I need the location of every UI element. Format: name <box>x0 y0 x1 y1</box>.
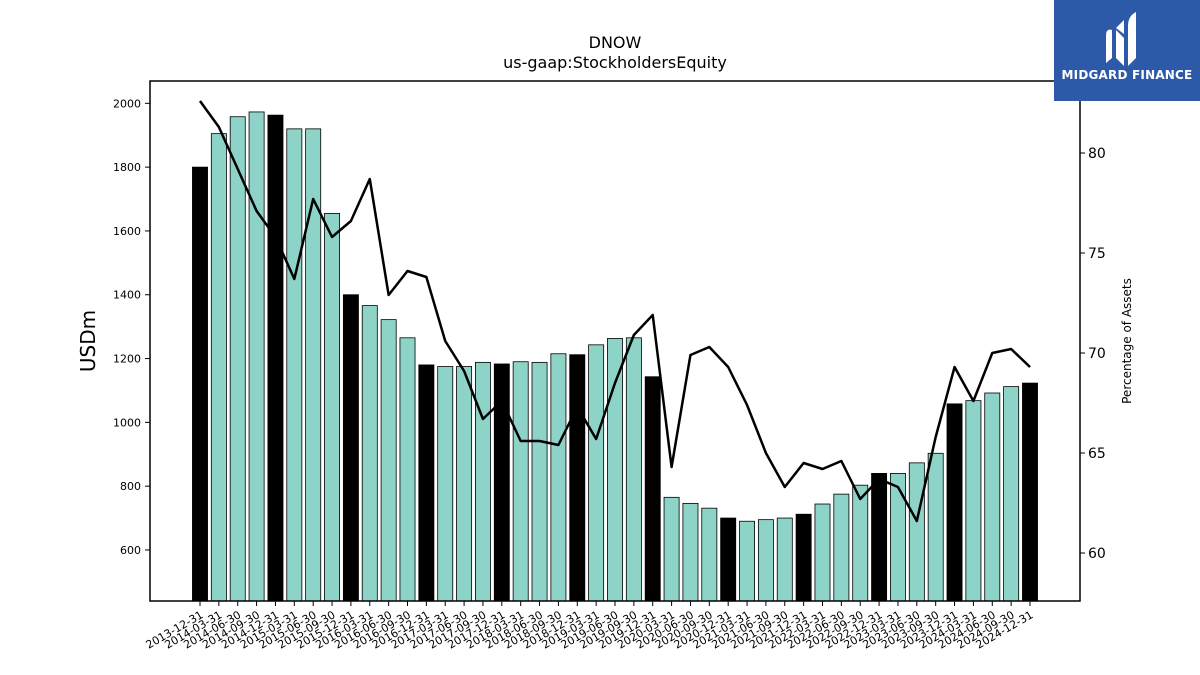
bar <box>833 493 850 602</box>
bar <box>418 364 435 602</box>
bar <box>795 513 812 602</box>
plot-frame <box>149 80 1081 602</box>
bar <box>286 128 303 602</box>
bar <box>569 354 586 602</box>
bar <box>644 376 661 602</box>
bar <box>814 503 831 602</box>
bar <box>663 496 680 602</box>
bar <box>437 366 454 602</box>
bar <box>946 403 963 602</box>
bar <box>701 507 718 602</box>
bar <box>493 363 510 602</box>
bar <box>682 502 699 602</box>
line-layer <box>198 100 1031 523</box>
y2-tick-label: 80 <box>1088 146 1106 162</box>
bar <box>965 400 982 602</box>
y-axis-label: USDm <box>76 310 100 372</box>
bar <box>531 361 548 602</box>
bar <box>324 212 340 602</box>
midgard-m-logo-icon <box>1106 12 1136 66</box>
bar <box>380 319 397 602</box>
bar <box>361 305 378 602</box>
bar <box>927 452 944 602</box>
bar <box>550 353 567 602</box>
y-tick-label: 1200 <box>113 353 141 366</box>
bar <box>908 462 925 602</box>
y-tick-label: 1000 <box>113 416 141 429</box>
bar <box>1003 386 1020 602</box>
chart-subtitle: us-gaap:StockholdersEquity <box>503 53 727 72</box>
bar <box>720 517 737 602</box>
bar <box>871 472 888 602</box>
y2-tick-label: 60 <box>1088 546 1106 562</box>
bar <box>984 392 1001 602</box>
series-line <box>198 100 1031 523</box>
bar <box>739 520 755 602</box>
y-tick-label: 2000 <box>113 97 141 110</box>
bar <box>192 166 208 602</box>
bar <box>607 338 623 602</box>
bar <box>757 519 774 602</box>
y-tick-label: 1800 <box>113 161 141 174</box>
bars-layer <box>192 111 1038 602</box>
y2-tick-label: 75 <box>1088 246 1106 262</box>
bar <box>229 116 246 602</box>
chart-title: DNOW <box>589 33 642 52</box>
bar <box>475 361 491 602</box>
bar <box>1022 382 1038 602</box>
bar <box>248 111 265 602</box>
bar <box>776 517 793 602</box>
y-tick-label: 1600 <box>113 225 141 238</box>
y-tick-label: 800 <box>120 480 141 493</box>
bar <box>399 337 416 602</box>
y2-axis-label: Percentage of Assets <box>1120 278 1134 404</box>
bar <box>890 472 906 602</box>
y2-tick-label: 70 <box>1088 346 1106 362</box>
brand-logo: MIDGARD FINANCE <box>1054 0 1200 101</box>
brand-name: MIDGARD FINANCE <box>1061 68 1193 82</box>
y-tick-label: 1400 <box>113 289 141 302</box>
bar <box>267 114 284 602</box>
bar <box>852 484 869 602</box>
bar <box>588 344 605 602</box>
axes-layer: 600 800 1000 1200 1400 1600 1800 2000 60 65 70 75 80… <box>113 97 1106 651</box>
bar <box>625 337 642 602</box>
bar <box>342 294 359 602</box>
y-tick-label: 600 <box>120 544 141 557</box>
bar <box>512 361 529 602</box>
bar <box>456 366 473 602</box>
bar <box>210 133 227 602</box>
y2-tick-label: 65 <box>1088 446 1106 462</box>
